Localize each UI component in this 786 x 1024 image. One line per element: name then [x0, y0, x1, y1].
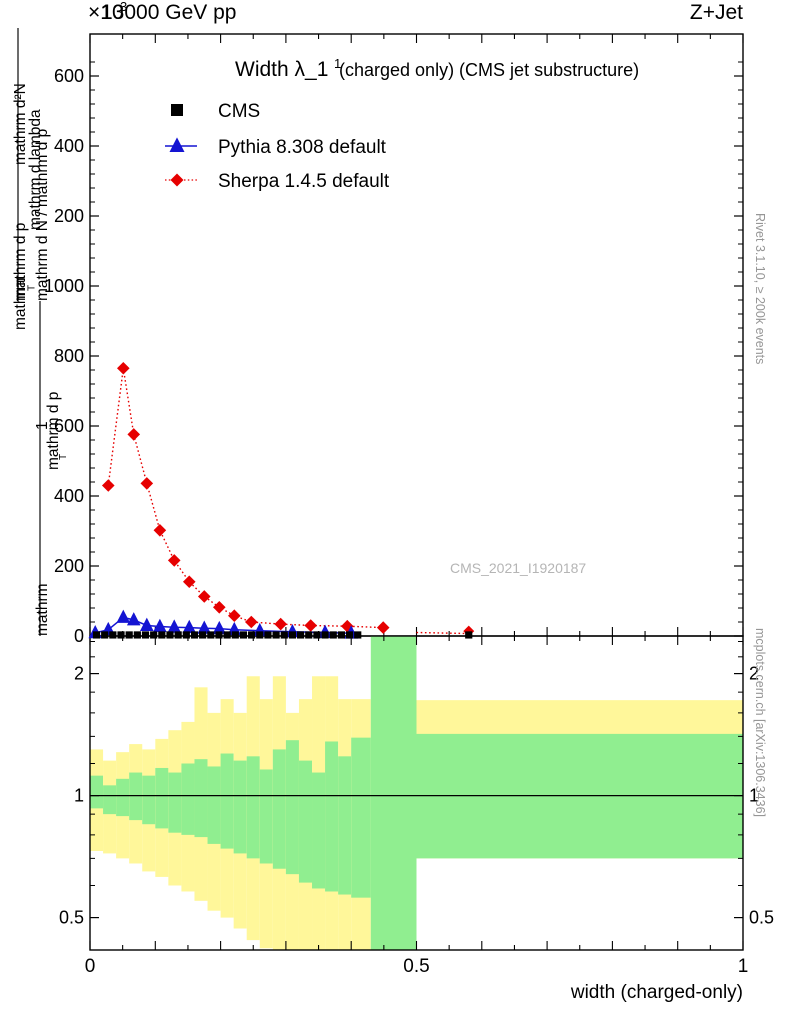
svg-text:mathrm d N / mathrm d p: mathrm d N / mathrm d p: [34, 129, 51, 301]
svg-text:Z+Jet: Z+Jet: [690, 1, 743, 24]
svg-text:200: 200: [54, 206, 84, 226]
svg-text:T: T: [58, 454, 69, 460]
svg-text:0.5: 0.5: [749, 908, 774, 928]
svg-text:13000 GeV pp: 13000 GeV pp: [101, 1, 236, 24]
svg-text:200: 200: [54, 556, 84, 576]
svg-text:Width λ_1: Width λ_1: [235, 58, 328, 81]
svg-text:2: 2: [74, 664, 84, 684]
svg-text:1: 1: [74, 786, 84, 806]
svg-text:Pythia 8.308 default: Pythia 8.308 default: [218, 137, 387, 158]
svg-text:0: 0: [85, 956, 96, 977]
svg-text:width (charged-only): width (charged-only): [570, 982, 743, 1003]
svg-text:Sherpa 1.4.5 default: Sherpa 1.4.5 default: [218, 171, 390, 192]
svg-text:400: 400: [54, 136, 84, 156]
svg-text:mathrm: mathrm: [34, 583, 51, 636]
svg-text:600: 600: [54, 66, 84, 86]
svg-text:CMS: CMS: [218, 101, 260, 122]
svg-text:1: 1: [738, 956, 749, 977]
svg-text:Rivet 3.1.10, ≥ 200k events: Rivet 3.1.10, ≥ 200k events: [753, 213, 767, 364]
svg-text:(charged only) (CMS jet substr: (charged only) (CMS jet substructure): [339, 60, 639, 80]
svg-text:CMS_2021_I1920187: CMS_2021_I1920187: [450, 560, 586, 576]
svg-text:0: 0: [74, 626, 84, 646]
svg-text:0.5: 0.5: [403, 956, 429, 977]
svg-text:mathrm: mathrm: [12, 277, 29, 330]
svg-text:400: 400: [54, 486, 84, 506]
svg-text:0.5: 0.5: [59, 908, 84, 928]
svg-text:mcplots.cern.ch [arXiv:1306.34: mcplots.cern.ch [arXiv:1306.3436]: [753, 628, 767, 817]
svg-text:800: 800: [54, 346, 84, 366]
